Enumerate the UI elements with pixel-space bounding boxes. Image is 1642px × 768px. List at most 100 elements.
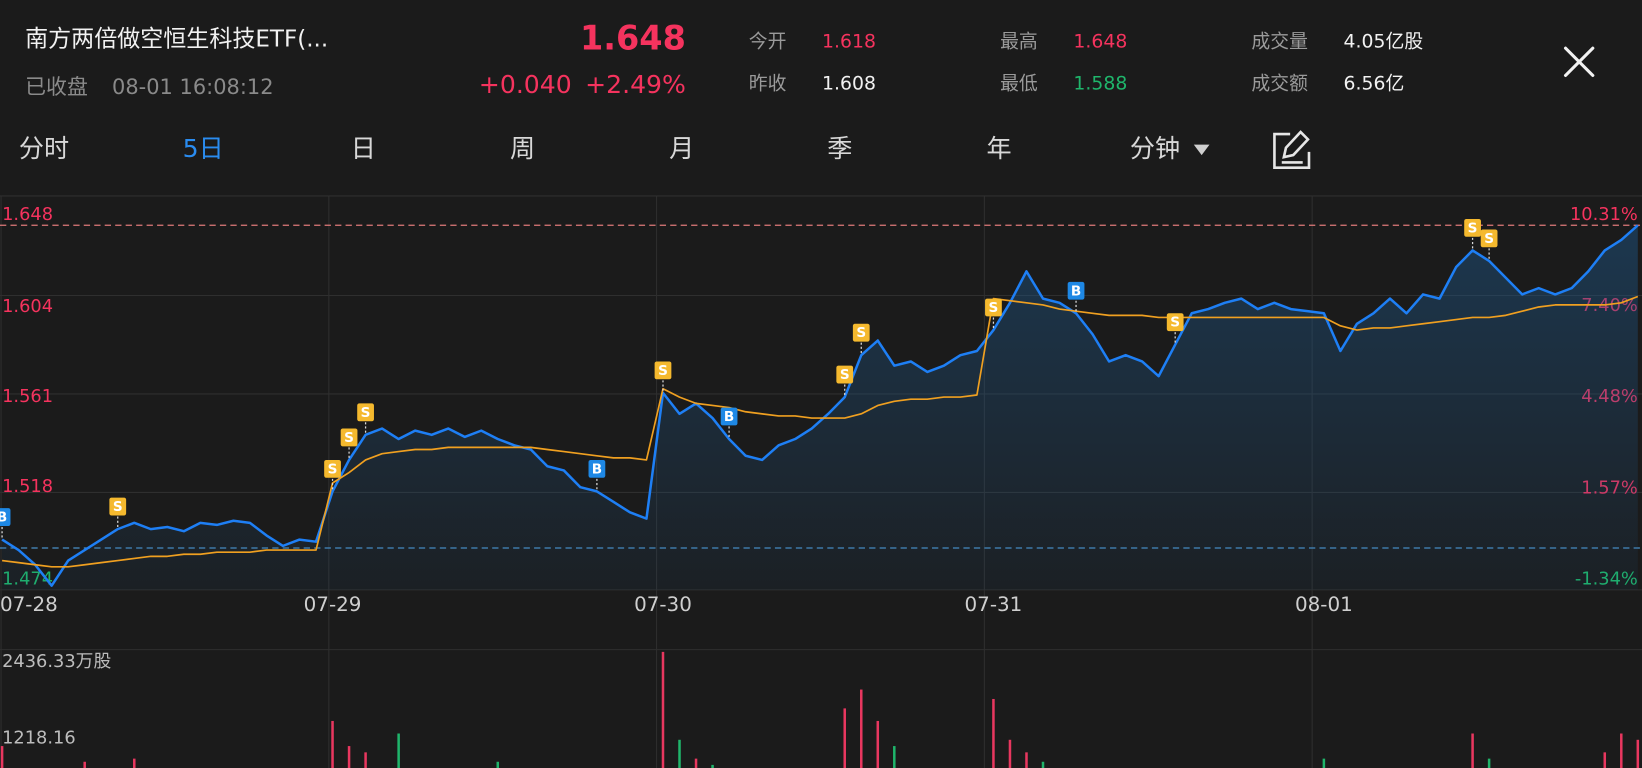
volume-bar [331, 720, 334, 768]
volume-bar [1603, 752, 1607, 768]
x-tick-label: 07-30 [634, 593, 692, 616]
trade-side: S [856, 325, 866, 341]
x-tick-label: 07-31 [965, 593, 1023, 616]
trade-side: S [658, 363, 668, 379]
stat-label: 最低 [1000, 72, 1038, 94]
market-status: 已收盘 [25, 75, 88, 99]
volume-bar [1008, 739, 1012, 768]
dropdown-arrow[interactable] [1193, 144, 1210, 156]
period-tab[interactable]: 月 [669, 134, 694, 163]
trade-side: S [113, 499, 123, 515]
stat-value: 1.618 [822, 31, 876, 52]
average-line [1, 295, 1639, 568]
volume-bar [133, 758, 136, 768]
trade-side: S [989, 300, 999, 316]
last-price: 1.648 [580, 18, 686, 57]
volume-bar [347, 746, 351, 768]
volume-bar [397, 733, 400, 768]
volume-tick-label: 2436.33万股 [2, 651, 111, 672]
y-tick-label: 1.604 [2, 296, 53, 317]
trade-marker [1166, 313, 1184, 332]
trade-side: B [724, 409, 734, 425]
close-button[interactable] [1563, 46, 1595, 78]
volume-bar [1487, 758, 1491, 768]
x-tick-label: 08-01 [1295, 593, 1353, 616]
price-area [2, 225, 1638, 590]
trade-side: B [1071, 283, 1081, 299]
volume-bar [364, 752, 367, 768]
volume-tick-label: 1218.16 [2, 728, 76, 749]
volume-bar [843, 708, 846, 768]
period-tab[interactable]: 日 [351, 134, 376, 163]
period-tab[interactable]: 周 [510, 134, 535, 163]
period-tab[interactable]: 5日 [183, 134, 224, 163]
price-change-pct: +2.49% [585, 70, 686, 99]
stat-label: 最高 [1000, 30, 1038, 52]
y2-tick-label: 10.31% [1570, 204, 1638, 225]
draw-tool-button[interactable] [1273, 130, 1311, 169]
volume-bar [1025, 752, 1028, 768]
volume-bar [661, 651, 665, 768]
period-tab[interactable]: 季 [827, 134, 852, 163]
trade-side: S [344, 430, 354, 446]
volume-bar [678, 739, 681, 768]
trade-side: S [840, 367, 850, 383]
y-tick-label: 1.561 [2, 386, 53, 407]
y-tick-label: 1.518 [2, 476, 53, 497]
stat-label: 今开 [749, 30, 787, 52]
x-tick-label: 07-28 [0, 593, 58, 616]
trade-marker [588, 459, 606, 478]
volume-bar [1041, 761, 1045, 768]
trade-marker [836, 365, 854, 384]
volume-bar [83, 761, 86, 768]
period-tab[interactable]: 年 [986, 134, 1011, 163]
stat-value: 1.608 [822, 73, 876, 94]
x-tick-label: 07-29 [304, 593, 362, 616]
volume-bar [1471, 733, 1474, 768]
y-tick-label: 1.648 [2, 204, 53, 225]
trade-side: S [1484, 231, 1494, 247]
stat-value: 6.56亿 [1344, 72, 1405, 94]
stat-label: 成交额 [1251, 72, 1308, 94]
trade-marker [0, 508, 11, 526]
stat-value: 1.648 [1073, 31, 1127, 52]
volume-bar [1636, 739, 1640, 768]
volume-bar [1322, 758, 1326, 768]
stat-label: 成交量 [1251, 30, 1308, 52]
volume-bar [694, 758, 698, 768]
volume-bar [876, 720, 880, 768]
price-change: +0.040 [479, 70, 572, 99]
stat-label: 昨收 [749, 72, 787, 94]
trade-side: S [361, 405, 371, 421]
trade-marker [720, 407, 738, 426]
volume-bars [0, 651, 1640, 768]
trade-marker [654, 361, 672, 380]
trade-marker [985, 298, 1002, 317]
volume-bar [0, 746, 4, 768]
trade-marker [324, 459, 341, 478]
trade-side: S [328, 461, 338, 477]
trade-side: S [1170, 315, 1180, 331]
stat-value: 4.05亿股 [1344, 30, 1424, 52]
trade-marker [357, 403, 374, 422]
trade-marker [852, 323, 870, 342]
trade-side: B [592, 461, 602, 477]
volume-bar [711, 764, 714, 768]
stock-name: 南方两倍做空恒生科技ETF(... [25, 26, 328, 52]
trade-side: S [1468, 220, 1478, 236]
volume-bar [992, 698, 995, 768]
price-line [1, 224, 1639, 587]
trade-marker [1067, 281, 1085, 300]
trade-side: B [0, 510, 7, 526]
volume-bar [860, 689, 863, 768]
stat-value: 1.588 [1073, 73, 1127, 94]
period-tab[interactable]: 分钟 [1130, 134, 1180, 163]
trade-marker [1480, 229, 1498, 248]
trade-marker [1464, 218, 1481, 237]
volume-bar [496, 761, 500, 768]
trade-marker [109, 497, 127, 516]
trade-marker [340, 428, 358, 447]
volume-bar [893, 746, 896, 768]
period-tab[interactable]: 分时 [19, 134, 69, 163]
